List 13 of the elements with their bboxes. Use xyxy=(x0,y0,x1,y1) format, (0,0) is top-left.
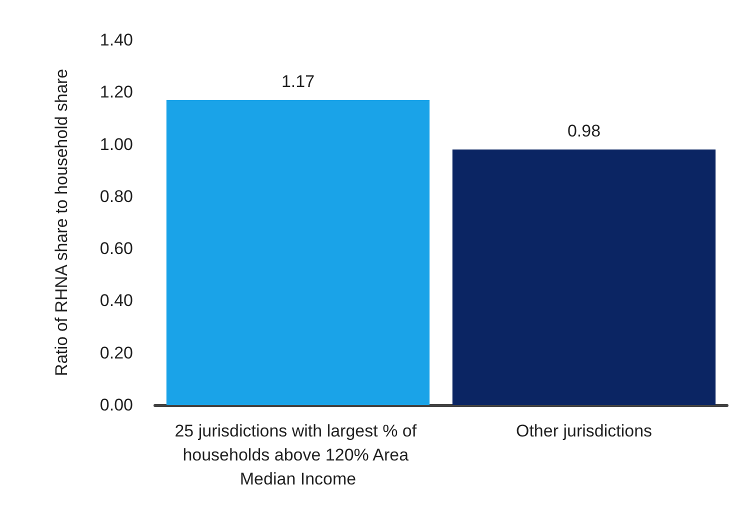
x-tick-label: 25 jurisdictions with largest % of households above 120% Area Median Income xyxy=(174,422,422,488)
y-tick-label: 0.40 xyxy=(100,291,133,310)
x-tick-label: Other jurisdictions xyxy=(516,422,652,440)
data-label: 1.17 xyxy=(281,72,315,91)
y-axis-title: Ratio of RHNA share to household share xyxy=(52,68,71,376)
y-tick-label: 1.00 xyxy=(100,134,133,154)
y-tick-label: 1.40 xyxy=(100,30,133,50)
y-tick-label: 0.60 xyxy=(100,239,133,258)
y-tick-label: 0.20 xyxy=(100,343,133,362)
y-tick-label: 0.00 xyxy=(100,396,133,414)
y-tick-label: 1.20 xyxy=(100,82,133,102)
data-label: 0.98 xyxy=(567,122,601,140)
y-tick-label: 0.80 xyxy=(100,186,133,206)
